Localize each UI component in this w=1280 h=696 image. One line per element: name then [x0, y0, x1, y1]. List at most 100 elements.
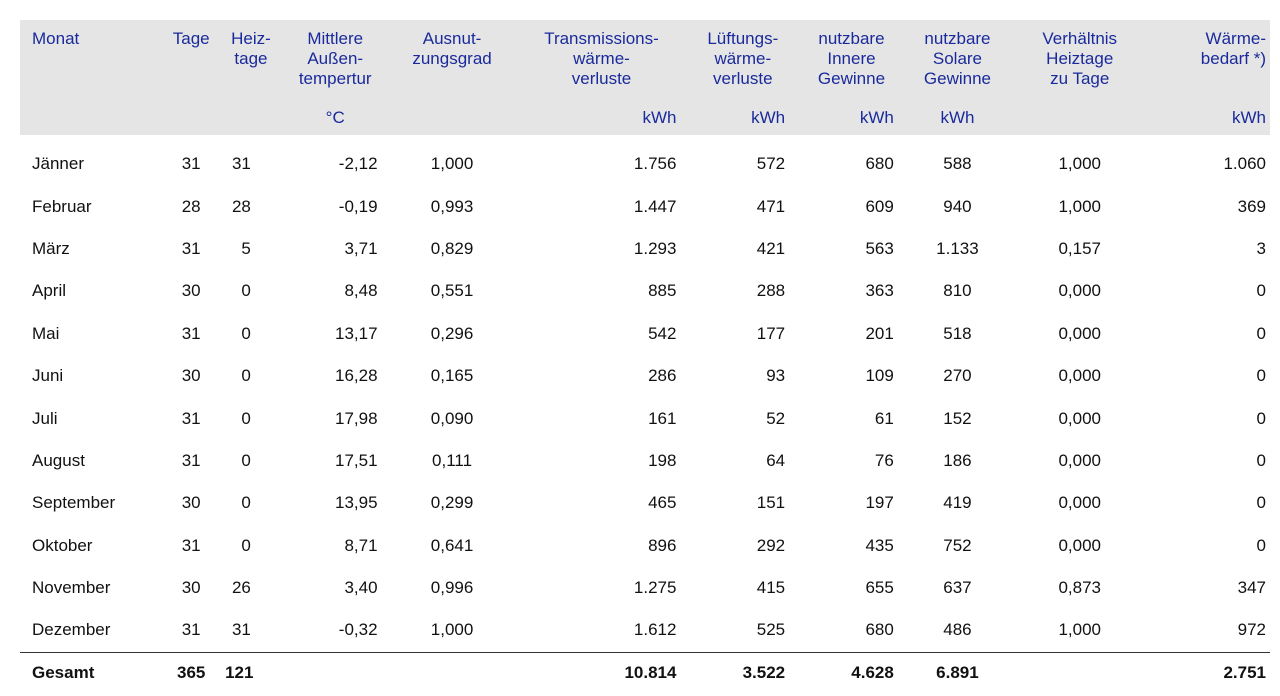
- cell-ausnutzungsgrad: 0,090: [430, 408, 474, 428]
- cell-waermebedarf: 1.060: [1223, 154, 1266, 174]
- cell-aussentemperatur: -2,12: [338, 154, 378, 174]
- cell-heiztage: 31: [231, 154, 251, 174]
- cell-lueftungsverluste: 525: [756, 620, 786, 640]
- total-cell-ausnutzungsgrad: [389, 651, 515, 693]
- cell-verhaeltnis: 0,000: [1058, 323, 1101, 343]
- cell-transmissionsverluste: 1.612: [633, 620, 677, 640]
- cell-heiztage: 0: [241, 493, 251, 513]
- col-header-waermebedarf: Wärme- bedarf *) kWh: [1150, 20, 1270, 135]
- cell-innere-gewinne: 363: [865, 281, 894, 301]
- cell-innere-gewinne: 76: [874, 450, 894, 470]
- cell-verhaeltnis: 0,157: [1058, 238, 1101, 258]
- total-cell-monat: Gesamt: [20, 651, 162, 693]
- cell-ausnutzungsgrad: 0,641: [430, 535, 474, 555]
- cell-innere-gewinne: 563: [865, 238, 894, 258]
- table-row: Juni 30 0 16,28 0,165 286 93 109 270 0,000 0: [20, 355, 1270, 397]
- cell-waermebedarf: 0: [1256, 281, 1266, 301]
- cell-ausnutzungsgrad: 1,000: [430, 620, 474, 640]
- cell-verhaeltnis: 0,000: [1058, 408, 1101, 428]
- cell-transmissionsverluste: 542: [648, 323, 677, 343]
- cell-solare-gewinne: 940: [943, 196, 972, 216]
- table-row: August 31 0 17,51 0,111 198 64 76 186 0,000 0: [20, 440, 1270, 482]
- cell-monat: April: [32, 281, 67, 301]
- cell-heiztage: 0: [241, 323, 251, 343]
- cell-monat: Februar: [32, 196, 92, 216]
- unit-kwh: kWh: [642, 108, 677, 127]
- cell-heiztage: 26: [231, 578, 251, 598]
- table-row: Jänner 31 31 -2,12 1,000 1.756 572 680 588 1,000 1…: [20, 135, 1270, 185]
- table-body: Jänner 31 31 -2,12 1,000 1.756 572 680 588 1,000 1…: [20, 135, 1270, 652]
- unit-kwh: kWh: [859, 108, 894, 127]
- cell-lueftungsverluste: 93: [766, 366, 786, 386]
- cell-solare-gewinne: 588: [943, 154, 972, 174]
- cell-transmissionsverluste: 885: [648, 281, 677, 301]
- cell-waermebedarf: 0: [1256, 450, 1266, 470]
- cell-innere-gewinne: 435: [865, 535, 894, 555]
- cell-innere-gewinne: 655: [865, 578, 894, 598]
- cell-heiztage: 0: [241, 366, 251, 386]
- cell-heiztage: 0: [241, 535, 251, 555]
- cell-tage: 30: [181, 281, 201, 301]
- total-row: Gesamt 365 121 10.814 3.522 4.628 6.891 2.751: [20, 651, 1270, 693]
- total-cell-waermebedarf: 2.751: [1150, 651, 1270, 693]
- cell-waermebedarf: 347: [1237, 578, 1266, 598]
- cell-monat: März: [32, 238, 70, 258]
- unit-celsius: °C: [325, 108, 345, 127]
- cell-monat: Juni: [32, 366, 64, 386]
- cell-aussentemperatur: 13,95: [335, 493, 378, 513]
- table-row: Oktober 31 0 8,71 0,641 896 292 435 752 0,000 0: [20, 525, 1270, 567]
- cell-aussentemperatur: 3,71: [344, 238, 378, 258]
- cell-monat: August: [32, 450, 85, 470]
- cell-solare-gewinne: 752: [943, 535, 972, 555]
- cell-heiztage: 5: [241, 238, 251, 258]
- cell-transmissionsverluste: 1.275: [633, 578, 677, 598]
- table-row: Juli 31 0 17,98 0,090 161 52 61 152 0,000 0: [20, 397, 1270, 439]
- cell-ausnutzungsgrad: 0,165: [430, 366, 474, 386]
- cell-transmissionsverluste: 161: [648, 408, 677, 428]
- cell-waermebedarf: 0: [1256, 493, 1266, 513]
- total-cell-lueftungsverluste: 3.522: [688, 651, 798, 693]
- cell-tage: 28: [181, 196, 201, 216]
- cell-ausnutzungsgrad: 0,996: [430, 578, 474, 598]
- total-cell-innere-gewinne: 4.628: [797, 651, 906, 693]
- col-header-ausnutzungsgrad: Ausnut- zungsgrad: [412, 29, 492, 68]
- cell-waermebedarf: 3: [1256, 238, 1266, 258]
- cell-transmissionsverluste: 1.756: [633, 154, 677, 174]
- total-cell-verhaeltnis: [1009, 651, 1151, 693]
- col-header-verhaeltnis: Verhältnis Heiztage zu Tage: [1042, 29, 1118, 88]
- unit-kwh: kWh: [751, 108, 786, 127]
- cell-innere-gewinne: 201: [865, 323, 894, 343]
- col-header-solare-gewinne: nutzbare Solare Gewinne kWh: [906, 20, 1009, 135]
- cell-verhaeltnis: 1,000: [1058, 154, 1101, 174]
- cell-verhaeltnis: 0,000: [1058, 493, 1101, 513]
- cell-monat: Mai: [32, 323, 60, 343]
- cell-tage: 30: [181, 578, 201, 598]
- cell-tage: 31: [181, 238, 201, 258]
- cell-tage: 31: [181, 450, 201, 470]
- cell-tage: 31: [181, 620, 201, 640]
- total-cell-transmissionsverluste: 10.814: [514, 651, 689, 693]
- cell-solare-gewinne: 152: [943, 408, 972, 428]
- cell-transmissionsverluste: 1.447: [633, 196, 677, 216]
- cell-lueftungsverluste: 64: [766, 450, 786, 470]
- cell-tage: 31: [181, 154, 201, 174]
- cell-heiztage: 31: [231, 620, 251, 640]
- table-row: April 30 0 8,48 0,551 885 288 363 810 0,000 0: [20, 270, 1270, 312]
- cell-ausnutzungsgrad: 0,993: [430, 196, 474, 216]
- cell-aussentemperatur: 13,17: [335, 323, 378, 343]
- cell-tage: 30: [181, 493, 201, 513]
- cell-aussentemperatur: -0,19: [338, 196, 378, 216]
- cell-aussentemperatur: 16,28: [335, 366, 378, 386]
- cell-waermebedarf: 0: [1256, 535, 1266, 555]
- cell-transmissionsverluste: 465: [648, 493, 677, 513]
- cell-verhaeltnis: 1,000: [1058, 196, 1101, 216]
- cell-monat: Dezember: [32, 620, 111, 640]
- cell-transmissionsverluste: 1.293: [633, 238, 677, 258]
- cell-monat: Juli: [32, 408, 58, 428]
- cell-tage: 30: [181, 366, 201, 386]
- col-header-monat: Monat: [32, 29, 80, 48]
- cell-lueftungsverluste: 52: [766, 408, 786, 428]
- cell-aussentemperatur: 17,98: [335, 408, 378, 428]
- total-cell-heiztage: 121: [221, 651, 281, 693]
- cell-tage: 31: [181, 408, 201, 428]
